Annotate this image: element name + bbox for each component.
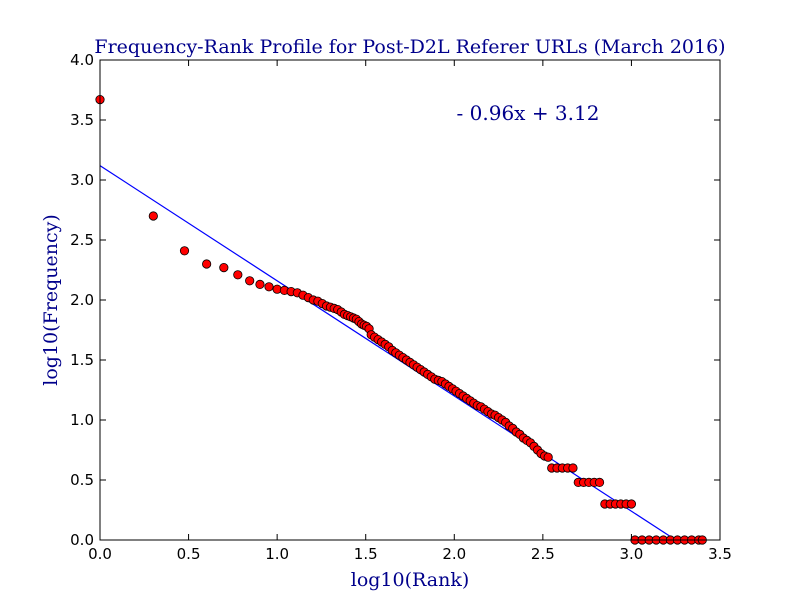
y-tick-label: 0.5 bbox=[70, 471, 94, 489]
data-point bbox=[543, 452, 553, 462]
data-point bbox=[245, 276, 255, 286]
x-tick-label: 1.0 bbox=[265, 545, 289, 563]
plot-frame bbox=[99, 59, 721, 541]
y-tick-label: 4.0 bbox=[70, 51, 94, 69]
data-point bbox=[202, 259, 212, 269]
x-tick-label: 0.5 bbox=[177, 545, 201, 563]
y-tick-label: 1.5 bbox=[70, 351, 94, 369]
x-tick-label: 3.5 bbox=[708, 545, 732, 563]
data-point bbox=[179, 246, 190, 256]
chart-title: Frequency-Rank Profile for Post-D2L Refe… bbox=[94, 36, 725, 58]
y-tick-label: 2.0 bbox=[70, 291, 94, 309]
x-tick-label: 2.0 bbox=[442, 545, 466, 563]
y-axis-label: log10(Frequency) bbox=[40, 214, 62, 385]
data-point bbox=[219, 262, 229, 273]
y-tick-label: 1.0 bbox=[70, 411, 94, 429]
data-point bbox=[264, 282, 274, 292]
data-point bbox=[148, 211, 158, 221]
y-tick-label: 3.5 bbox=[70, 111, 94, 129]
data-point bbox=[233, 270, 243, 280]
x-tick-label: 0.0 bbox=[88, 545, 112, 563]
y-tick-label: 2.5 bbox=[70, 231, 94, 249]
data-point bbox=[594, 477, 605, 487]
x-tick-label: 2.5 bbox=[531, 545, 555, 563]
data-point bbox=[568, 463, 578, 473]
data-point bbox=[626, 499, 637, 509]
data-point bbox=[255, 279, 265, 289]
fit-equation-annotation: - 0.96x + 3.12 bbox=[457, 101, 600, 125]
x-tick-label: 3.0 bbox=[619, 545, 643, 563]
x-tick-label: 1.5 bbox=[354, 545, 378, 563]
x-axis-label: log10(Rank) bbox=[351, 569, 470, 591]
y-tick-label: 3.0 bbox=[70, 171, 94, 189]
y-tick-label: 0.0 bbox=[70, 531, 94, 549]
